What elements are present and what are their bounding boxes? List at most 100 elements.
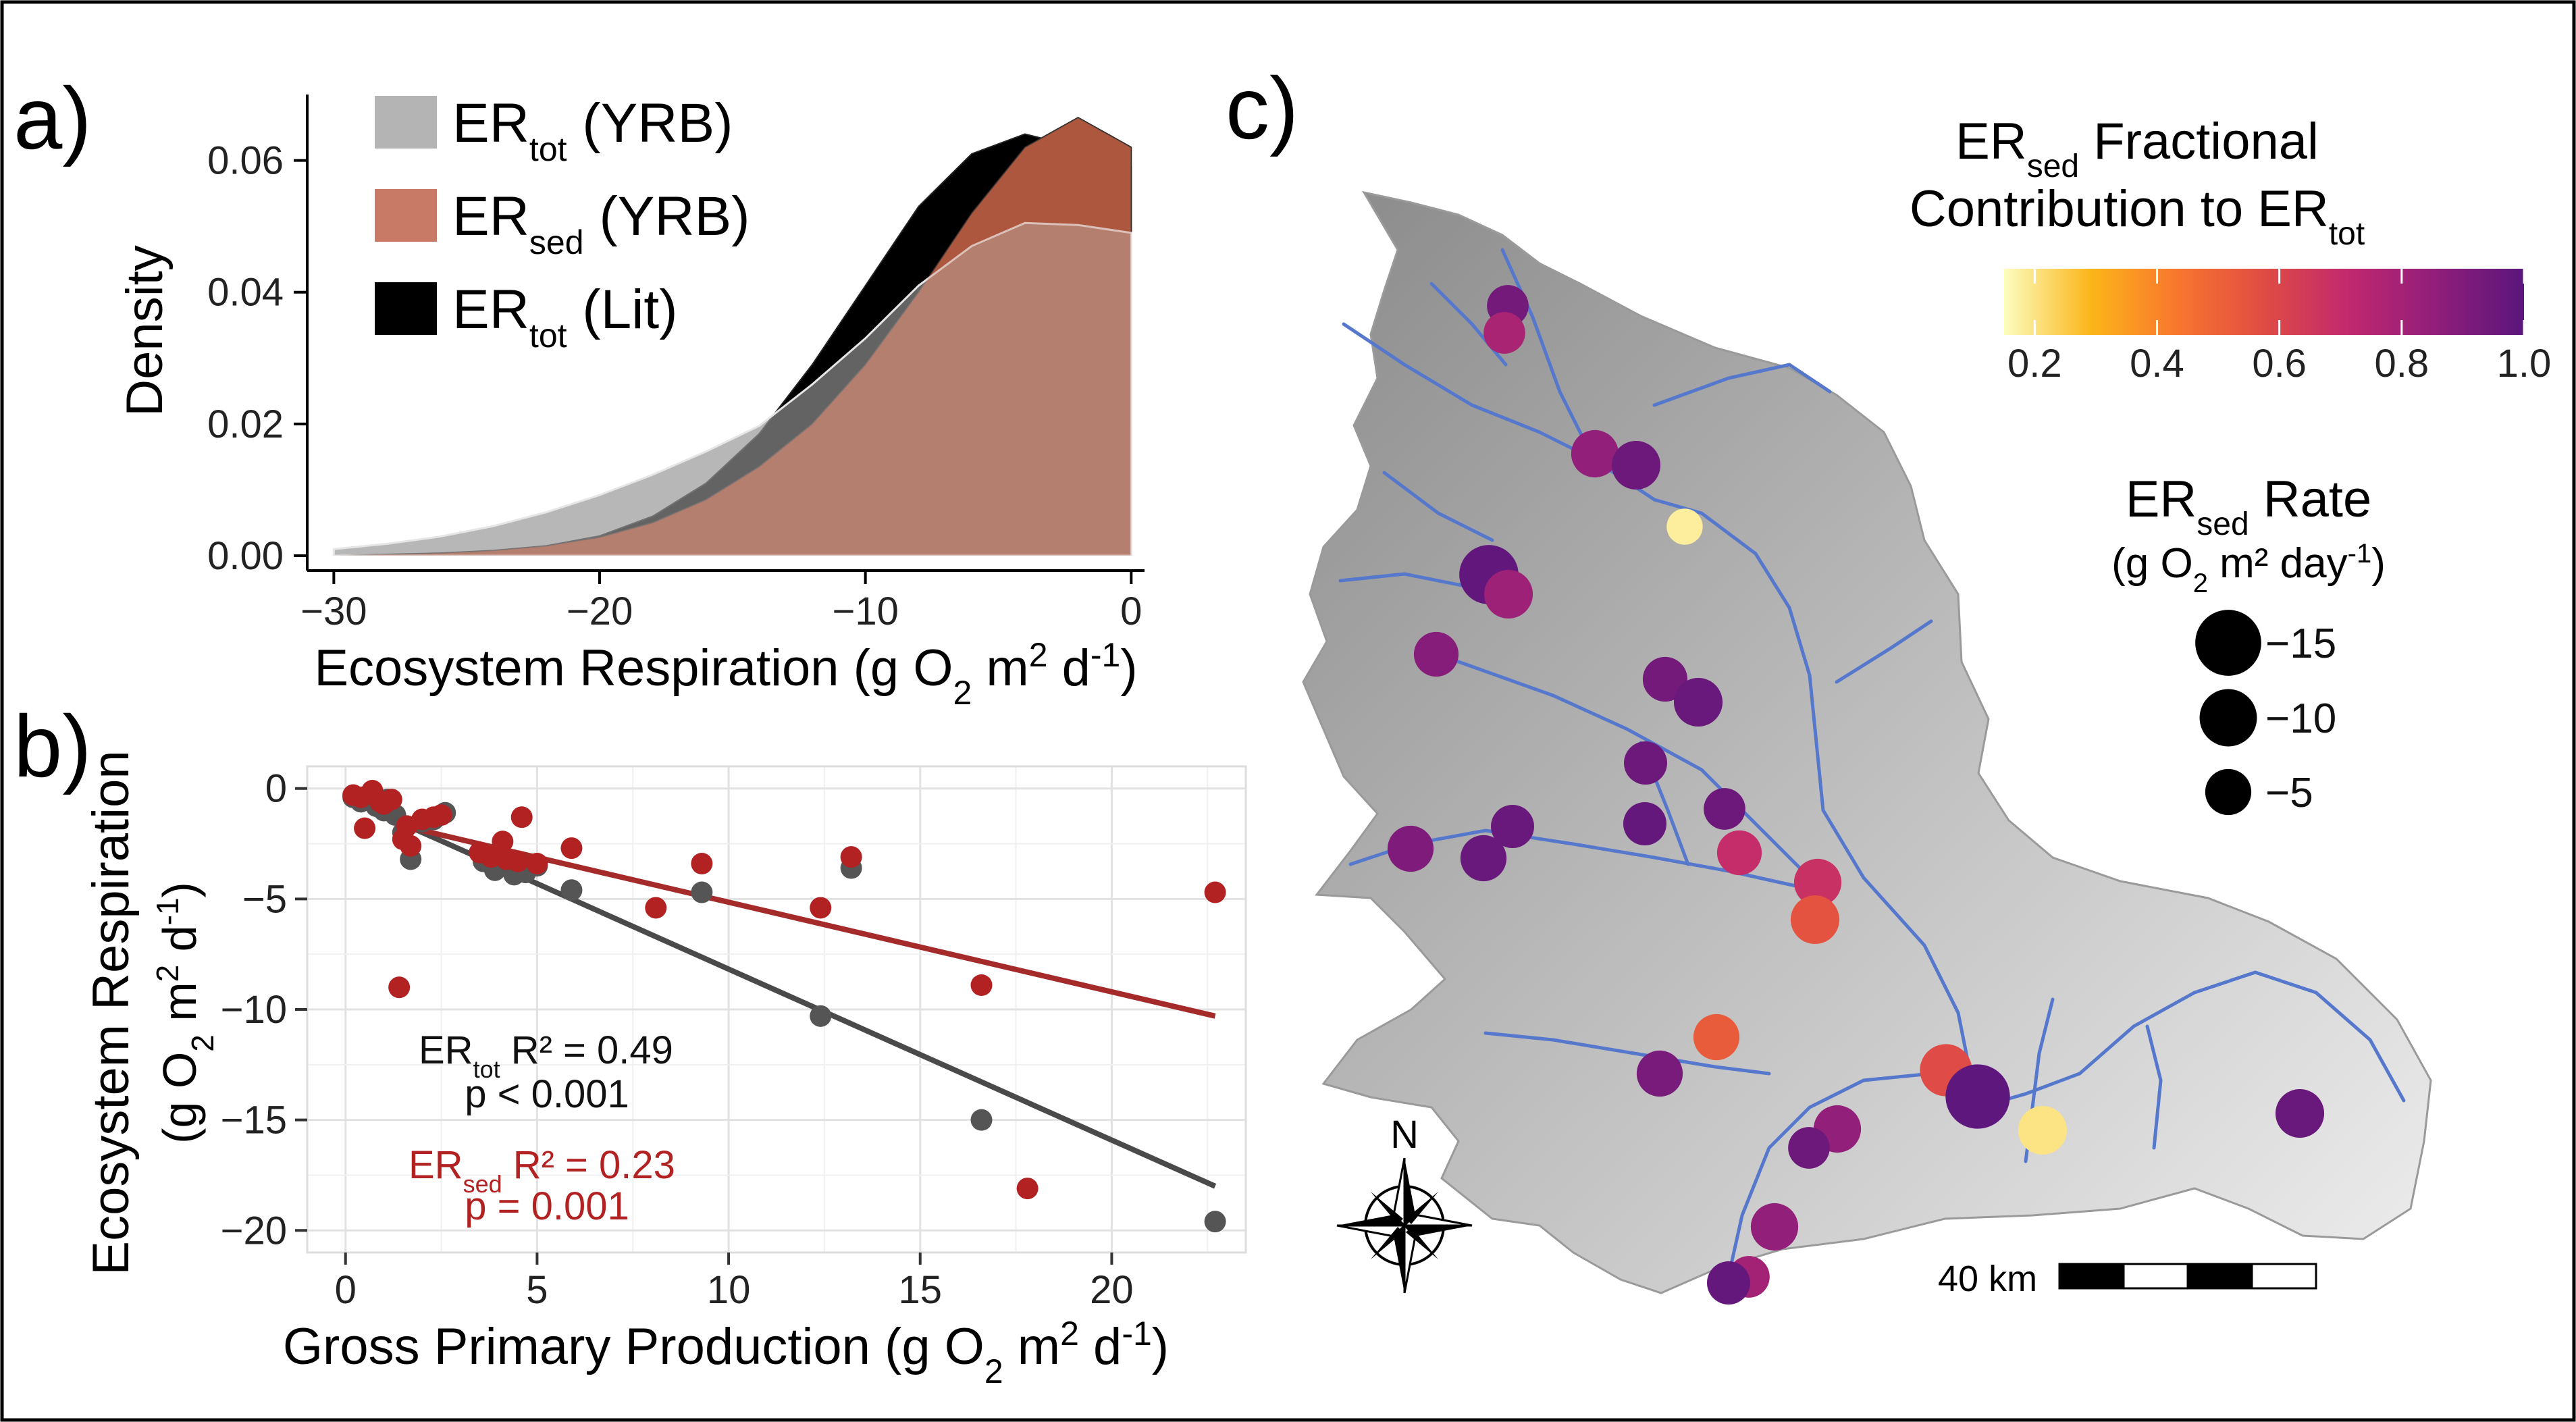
panel-b-x-tick-label: 20	[1090, 1268, 1134, 1312]
legend-item-er-tot-yrb: ERtot (YRB)	[375, 93, 733, 168]
legend-swatch-er-tot-lit	[375, 282, 437, 335]
point-er-tot	[1204, 1211, 1226, 1233]
panel-b-y-label-line1: Ecosystem Respiration	[82, 750, 140, 1275]
river-east-branch	[1976, 970, 2406, 1109]
river-minor-1	[1382, 471, 1494, 542]
density-area-er-tot-yrb-overlay	[332, 221, 1132, 556]
panel-a-x-tick-label: −20	[567, 589, 633, 633]
site-marker-s08	[1413, 631, 1459, 677]
river-central-tributary	[1456, 660, 1812, 880]
panel-a-y-label: Density	[116, 245, 174, 416]
panel-a-x-tick-label: −10	[832, 589, 898, 633]
river-southwest-branch	[1483, 1031, 1771, 1076]
point-er-sed	[400, 835, 422, 857]
river-west-fork	[1342, 322, 1596, 461]
annotation-er-tot-p: p < 0.001	[465, 1072, 629, 1116]
size-legend-title: ERsed Rate	[2126, 471, 2372, 542]
legend-swatch-er-sed-yrb	[375, 189, 437, 242]
panel-b-x-tick-label: 0	[335, 1268, 357, 1312]
scale-bar: 40 km	[1938, 1259, 2317, 1299]
colorbar-tick-label: 0.4	[2130, 342, 2184, 386]
density-area-er-sed-yrb-tint	[334, 117, 1132, 556]
panel-label-a: a)	[14, 69, 92, 167]
point-er-tot	[560, 879, 583, 901]
site-marker-s30	[1707, 1261, 1750, 1305]
point-er-sed	[388, 976, 411, 999]
panel-a-x-label: Ecosystem Respiration (g O2 m2 d-1)	[314, 636, 1137, 712]
panel-a-y-tick-label: 0.04	[207, 271, 284, 315]
river-main-stem	[1500, 248, 1980, 1109]
size-legend-label: −10	[2265, 695, 2336, 742]
point-er-sed	[560, 837, 583, 860]
panel-a-y-tick-label: 0.02	[207, 402, 284, 446]
point-er-sed	[691, 853, 713, 874]
site-marker-s09	[1642, 656, 1688, 702]
panel-a-ticks: −30 −20 −10 0 0.00 0.02 0.04 0.06	[207, 139, 1142, 633]
site-marker-s12	[1387, 825, 1434, 872]
point-er-sed	[354, 817, 376, 839]
panel-b-x-tick-label: 5	[526, 1268, 548, 1312]
colorbar-tick-label: 0.2	[2007, 342, 2062, 386]
annotation-er-sed-r2: ERsed R² = 0.23	[409, 1143, 675, 1198]
point-er-sed	[645, 897, 667, 919]
site-marker-s20	[1693, 1013, 1740, 1061]
point-er-sed	[430, 804, 452, 826]
scale-bar-segment-3	[2186, 1263, 2253, 1290]
panel-b-y-label-line2: (g O2 m2 d-1)	[150, 882, 220, 1144]
site-marker-s02	[1483, 312, 1525, 354]
point-er-tot	[691, 881, 713, 903]
legend-swatch-er-tot-yrb	[375, 96, 437, 149]
site-markers	[1387, 285, 2325, 1305]
point-er-sed	[840, 846, 862, 868]
point-er-sed	[1016, 1178, 1039, 1200]
size-legend-circle	[2195, 610, 2261, 676]
river-east-tributary	[1835, 619, 1933, 684]
north-label: N	[1390, 1113, 1419, 1157]
site-marker-s13	[1460, 835, 1507, 882]
panel-b-y-tick-label: −5	[242, 877, 287, 921]
point-er-sed	[810, 897, 832, 919]
site-marker-s03	[1571, 429, 1619, 478]
colorbar-gradient	[2004, 269, 2524, 335]
size-legend-circle	[2199, 689, 2257, 747]
river-northeast-tributary	[1652, 363, 1832, 407]
legend-item-er-tot-lit: ERtot (Lit)	[375, 279, 678, 354]
size-legend-circle	[2205, 768, 2252, 816]
colorbar-tick-label: 0.6	[2252, 342, 2307, 386]
scale-bar-label: 40 km	[1938, 1259, 2037, 1299]
site-marker-s07	[1483, 569, 1533, 619]
size-legend-label: −5	[2265, 770, 2313, 816]
compass-point-se	[1406, 1227, 1438, 1259]
compass-point-nw	[1371, 1192, 1403, 1224]
site-marker-s04	[1611, 440, 1661, 490]
panel-b-y-tick-label: 0	[265, 767, 287, 811]
scale-bar-segment-2	[2122, 1263, 2189, 1290]
compass-point-ne	[1406, 1192, 1438, 1224]
colorbar-title-line1: ERsed Fractional	[1955, 113, 2319, 184]
point-er-sed	[1204, 881, 1226, 903]
point-er-sed	[507, 850, 529, 872]
scale-bar-segment-1	[2058, 1263, 2125, 1290]
compass-point-sw	[1371, 1227, 1403, 1259]
annotation-er-sed-p: p = 0.001	[465, 1184, 629, 1228]
site-marker-s28	[1750, 1203, 1799, 1251]
panel-b-x-tick-label: 15	[898, 1268, 942, 1312]
site-marker-s15	[1623, 802, 1666, 845]
colorbar-title-line2: Contribution to ERtot	[1910, 180, 2365, 252]
panel-b-y-tick-label: −20	[221, 1209, 287, 1253]
point-er-sed	[510, 806, 533, 828]
colorbar-tick-label: 0.8	[2375, 342, 2429, 386]
panel-b-grid	[307, 766, 1246, 1253]
colorbar-tick-label: 1.0	[2497, 342, 2552, 386]
panel-b-x-tick-label: 10	[707, 1268, 751, 1312]
panel-c-map: ERsed Fractional Contribution to ERtot 0…	[1302, 113, 2551, 1305]
site-marker-s24	[2018, 1105, 2068, 1155]
site-marker-s17	[1716, 830, 1762, 876]
point-er-sed	[492, 831, 514, 853]
river-minor-4	[2145, 1024, 2163, 1150]
colorbar-ticks: 0.2 0.4 0.6 0.8 1.0	[2007, 269, 2551, 386]
site-marker-s16	[1704, 788, 1745, 830]
legend-item-er-sed-yrb: ERsed (YRB)	[375, 186, 750, 261]
